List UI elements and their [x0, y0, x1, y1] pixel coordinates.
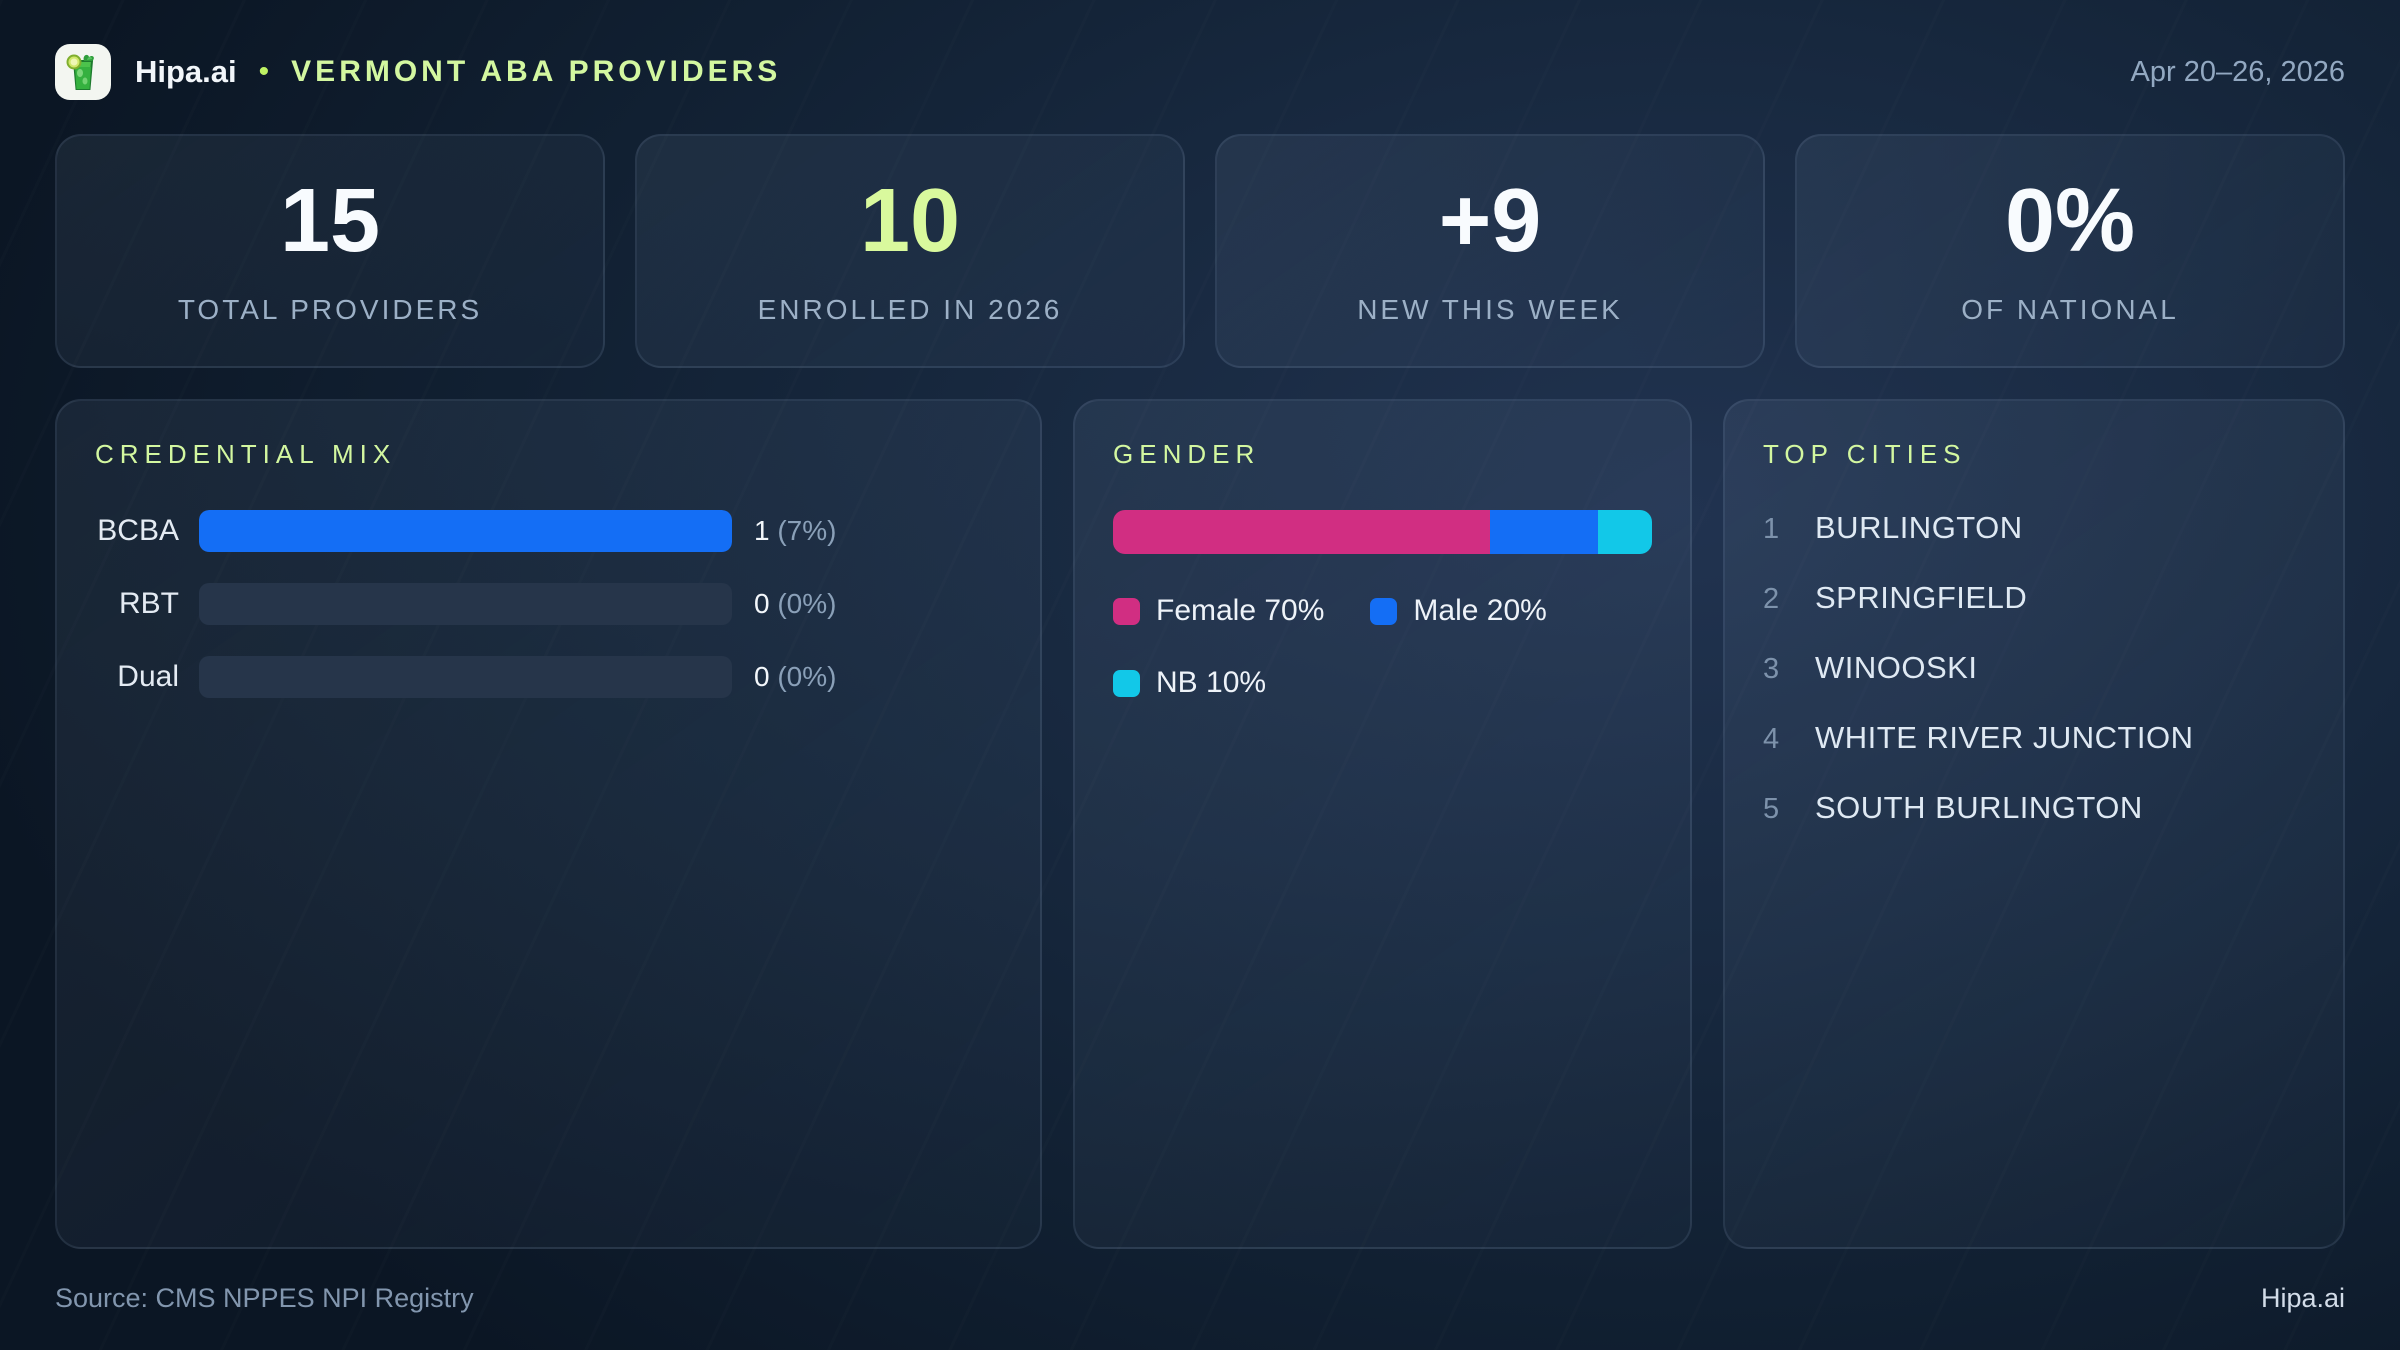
- gender-segment-female: [1113, 510, 1491, 554]
- panel-title: CREDENTIAL MIX: [95, 439, 397, 469]
- stat-label: TOTAL PROVIDERS: [177, 294, 483, 325]
- legend-item-female: Female 70%: [1113, 594, 1324, 628]
- gender-legend-row-1: Female 70% Male 20%: [1113, 594, 1652, 628]
- stat-card-total-providers: 15 TOTAL PROVIDERS: [55, 134, 605, 368]
- gender-stacked-bar: [1113, 510, 1652, 554]
- green-drink-icon: [66, 54, 94, 90]
- date-range: Apr 20–26, 2026: [2130, 55, 2345, 88]
- legend-swatch-male: [1370, 597, 1398, 625]
- gender-legend-row-2: NB 10%: [1113, 666, 1652, 700]
- city-name: WHITE RIVER JUNCTION: [1815, 720, 2194, 755]
- city-row: 4 WHITE RIVER JUNCTION: [1763, 720, 2305, 756]
- panel-title: GENDER: [1113, 439, 1261, 469]
- bar-track: [199, 656, 732, 698]
- credential-label: RBT: [119, 587, 179, 620]
- footer-brand: Hipa.ai: [2260, 1283, 2345, 1313]
- stat-label: ENROLLED IN 2026: [757, 294, 1063, 325]
- credential-label: BCBA: [97, 514, 179, 547]
- bar-track: [199, 583, 732, 625]
- legend-item-nb: NB 10%: [1113, 666, 1266, 700]
- credential-row-bcba: BCBA 1 (7%): [95, 510, 1002, 552]
- city-name: SPRINGFIELD: [1815, 580, 2028, 615]
- header-separator-dot: •: [258, 55, 270, 88]
- app-logo: [55, 44, 111, 100]
- city-name: WINOOSKI: [1815, 650, 1978, 685]
- city-row: 3 WINOOSKI: [1763, 650, 2305, 686]
- gender-panel: GENDER Female 70% Male 20% N: [1073, 399, 1692, 1249]
- city-row: 1 BURLINGTON: [1763, 510, 2305, 546]
- city-rank: 3: [1763, 653, 1780, 685]
- source-attribution: Source: CMS NPPES NPI Registry: [55, 1283, 474, 1313]
- legend-swatch-nb: [1113, 669, 1140, 697]
- credential-mix-panel: CREDENTIAL MIX BCBA 1 (7%) RBT 0 (0%) Du…: [55, 399, 1042, 1249]
- city-rank: 1: [1763, 513, 1780, 545]
- brand-name: Hipa.ai: [135, 54, 237, 89]
- city-rank: 2: [1763, 583, 1780, 615]
- credential-value: 1 (7%): [754, 515, 837, 546]
- stat-card-new-this-week: +9 NEW THIS WEEK: [1215, 134, 1765, 368]
- stat-value: +9: [1438, 171, 1542, 271]
- legend-swatch-female: [1113, 597, 1140, 625]
- credential-row-dual: Dual 0 (0%): [95, 656, 1002, 698]
- panel-title: TOP CITIES: [1763, 439, 1967, 469]
- legend-item-male: Male 20%: [1370, 594, 1547, 628]
- bar-track: [199, 510, 732, 552]
- stat-card-enrolled: 10 ENROLLED IN 2026: [635, 134, 1185, 368]
- footer: Source: CMS NPPES NPI Registry Hipa.ai: [55, 1283, 2345, 1314]
- bar-fill: [199, 510, 732, 552]
- page-title: VERMONT ABA PROVIDERS: [291, 55, 782, 88]
- city-row: 5 SOUTH BURLINGTON: [1763, 790, 2305, 826]
- gender-segment-nb: [1598, 510, 1652, 554]
- gender-segment-male: [1490, 510, 1599, 554]
- credential-label: Dual: [117, 660, 179, 693]
- stat-label: OF NATIONAL: [1961, 294, 2179, 325]
- stat-value: 0%: [2004, 171, 2136, 271]
- city-name: SOUTH BURLINGTON: [1815, 790, 2143, 825]
- stat-card-of-national: 0% OF NATIONAL: [1795, 134, 2345, 368]
- stat-value: 15: [279, 171, 381, 271]
- header: Hipa.ai • VERMONT ABA PROVIDERS Apr 20–2…: [55, 42, 2345, 102]
- city-name: BURLINGTON: [1815, 510, 2023, 545]
- credential-value: 0 (0%): [754, 661, 837, 692]
- stat-label: NEW THIS WEEK: [1357, 294, 1623, 325]
- city-row: 2 SPRINGFIELD: [1763, 580, 2305, 616]
- city-rank: 4: [1763, 723, 1780, 755]
- stat-value: 10: [859, 171, 961, 271]
- stats-row: 15 TOTAL PROVIDERS 10 ENROLLED IN 2026 +…: [55, 134, 2345, 368]
- city-rank: 5: [1763, 793, 1780, 825]
- credential-row-rbt: RBT 0 (0%): [95, 583, 1002, 625]
- credential-value: 0 (0%): [754, 588, 837, 619]
- panels-row: CREDENTIAL MIX BCBA 1 (7%) RBT 0 (0%) Du…: [55, 399, 2345, 1249]
- top-cities-panel: TOP CITIES 1 BURLINGTON 2 SPRINGFIELD 3 …: [1723, 399, 2345, 1249]
